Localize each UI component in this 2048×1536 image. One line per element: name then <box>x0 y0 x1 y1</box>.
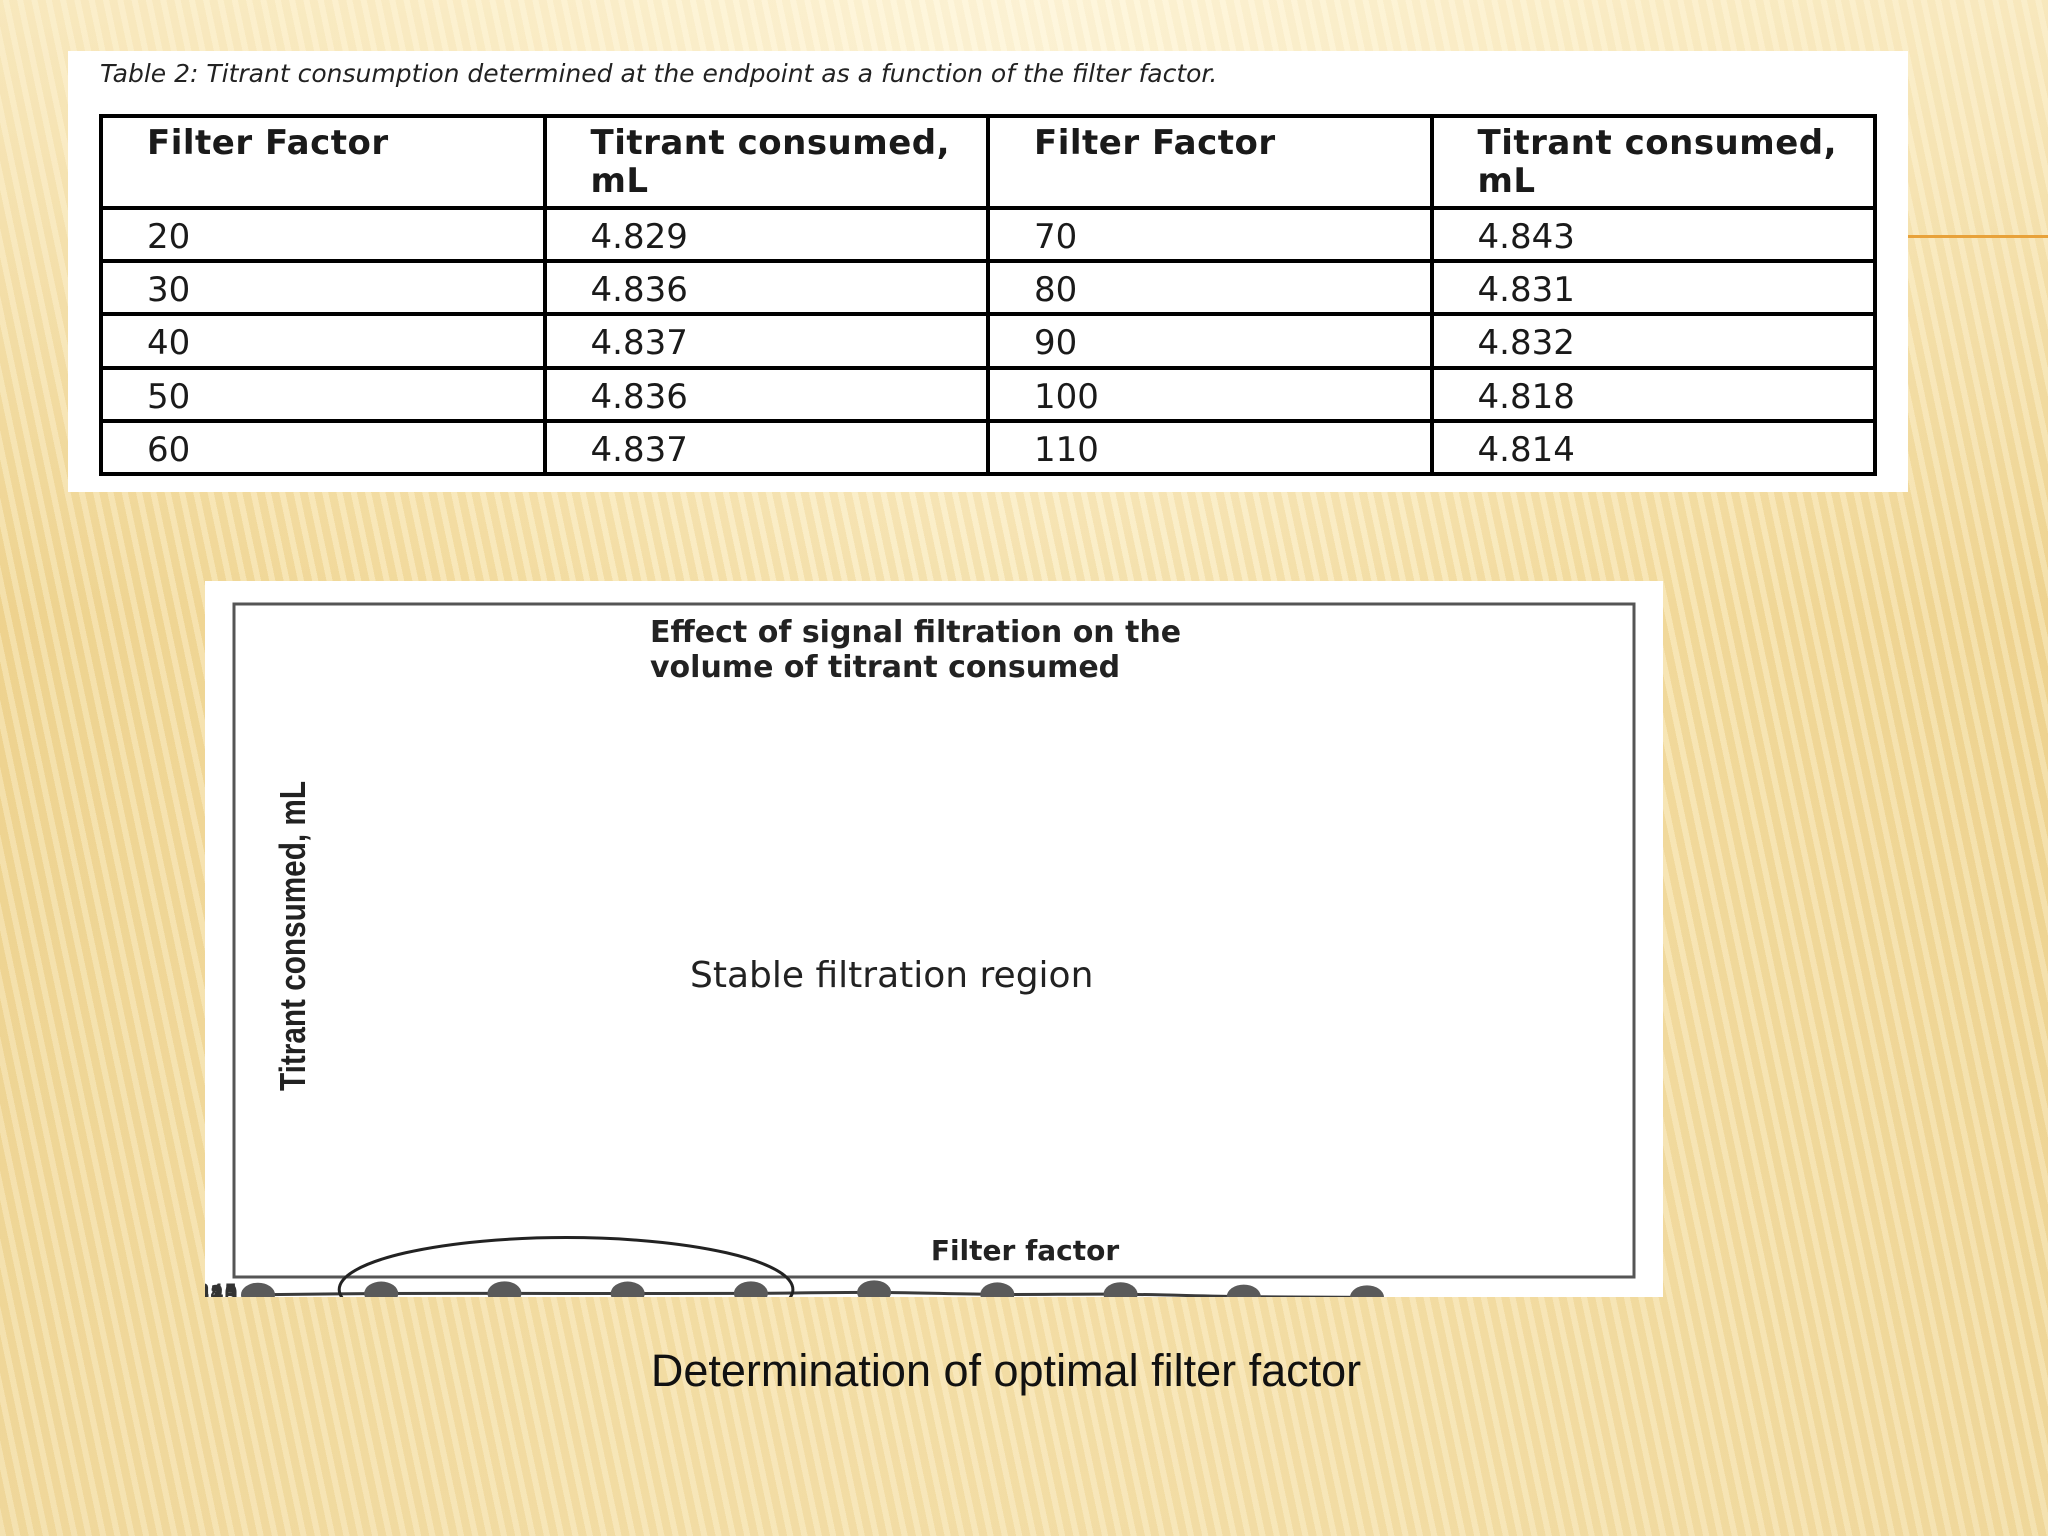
data-point <box>364 1281 399 1297</box>
y-tick-label: 4.820 <box>205 1285 238 1297</box>
accent-line <box>1908 235 2048 238</box>
table-row: 30 4.836 80 4.831 <box>99 259 1877 317</box>
data-point <box>1350 1285 1384 1297</box>
y-tick-label: 4.810 <box>205 1287 238 1297</box>
header-titrant-consumed-1: Titrant consumed, mL <box>542 114 990 210</box>
table-header-row: Filter Factor Titrant consumed, mL Filte… <box>99 114 1877 210</box>
chart-title-line-2: volume of titrant consumed <box>650 650 1120 685</box>
table-panel: Table 2: Titrant consumption determined … <box>68 51 1908 492</box>
header-titrant-consumed-2: Titrant consumed, mL <box>1429 114 1877 210</box>
table-cell: 4.843 <box>1429 205 1877 264</box>
table-cell: 30 <box>99 259 547 317</box>
y-tick-label: 4.835 <box>205 1283 238 1297</box>
table-cell: 4.829 <box>542 205 990 264</box>
table-cell: 90 <box>986 312 1434 370</box>
table-cell: 4.814 <box>1429 418 1877 477</box>
table-caption: Table 2: Titrant consumption determined … <box>100 59 1218 88</box>
stable-region-annotation <box>337 1236 795 1297</box>
table-cell: 4.831 <box>1429 259 1877 317</box>
header-filter-factor-2: Filter Factor <box>986 114 1434 210</box>
table-cell: 50 <box>99 365 547 423</box>
chart-title-line-1: Effect of signal filtration on the <box>650 615 1181 650</box>
slide-caption: Determination of optimal filter factor <box>650 1345 1362 1396</box>
series-line <box>257 1290 1368 1297</box>
data-point <box>1103 1282 1138 1297</box>
header-filter-factor-1: Filter Factor <box>99 114 547 210</box>
data-point <box>733 1281 768 1297</box>
table-cell: 20 <box>99 205 547 264</box>
chart-frame <box>232 602 1636 1279</box>
table-cell: 110 <box>986 418 1434 477</box>
table-row: 40 4.837 90 4.832 <box>99 312 1877 370</box>
table-cell: 70 <box>986 205 1434 264</box>
table-cell: 4.836 <box>542 365 990 423</box>
series-points <box>241 1280 1384 1297</box>
table-cell: 60 <box>99 418 547 477</box>
x-axis-label: Filter factor <box>931 1234 1120 1267</box>
y-tick-label: 4.830 <box>205 1284 238 1297</box>
table-cell: 40 <box>99 312 547 370</box>
y-tick-label: 4.815 <box>205 1286 238 1297</box>
titrant-line-chart: Effect of signal filtration on the volum… <box>205 602 1636 1297</box>
y-tick-label: 4.825 <box>205 1284 238 1297</box>
table-cell: 4.832 <box>1429 312 1877 370</box>
data-table: Filter Factor Titrant consumed, mL Filte… <box>99 114 1877 477</box>
table-row: 60 4.837 110 4.814 <box>99 418 1877 477</box>
y-tick-label: 4.840 <box>205 1282 238 1297</box>
table-row: 20 4.829 70 4.843 <box>99 205 1877 264</box>
chart-panel: Effect of signal filtration on the volum… <box>205 581 1663 1297</box>
data-point <box>1226 1284 1261 1297</box>
data-point <box>980 1282 1015 1297</box>
y-tick-label: 4.845 <box>205 1281 238 1297</box>
y-axis-label: Titrant consumed, mL <box>272 781 313 1091</box>
table-cell: 4.837 <box>542 312 990 370</box>
data-point <box>857 1280 892 1297</box>
data-point <box>610 1281 645 1297</box>
table-cell: 4.837 <box>542 418 990 477</box>
table-row: 50 4.836 100 4.818 <box>99 365 1877 423</box>
table-cell: 80 <box>986 259 1434 317</box>
table-cell: 100 <box>986 365 1434 423</box>
data-point <box>241 1282 275 1297</box>
annotation-label: Stable filtration region <box>690 955 1093 996</box>
chart-ticks: 4.8104.8154.8204.8254.8304.8354.8404.845… <box>205 1281 258 1297</box>
table-cell: 4.818 <box>1429 365 1877 423</box>
table-cell: 4.836 <box>542 259 990 317</box>
stable-region-ellipse <box>337 1236 795 1297</box>
data-point <box>487 1281 522 1297</box>
